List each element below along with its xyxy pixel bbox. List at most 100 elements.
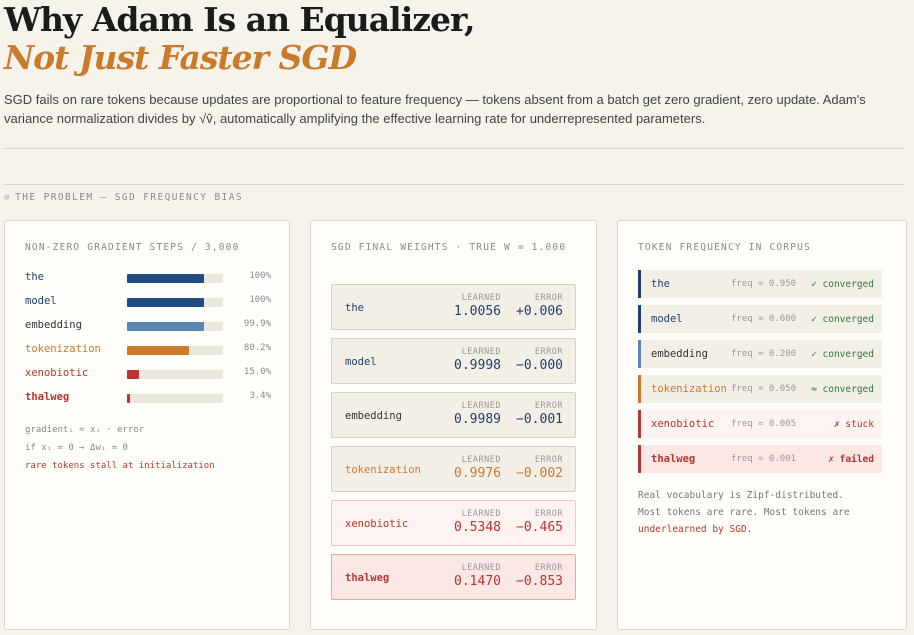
bar-percent: 100% — [249, 295, 271, 305]
frequency-value: freq = 0.200 — [731, 349, 797, 359]
frequency-row: xenobiotic freq = 0.005 ✗ stuck — [638, 410, 882, 438]
status-badge: ≈ converged — [811, 384, 874, 395]
bar-label: xenobiotic — [25, 367, 89, 379]
error-label: ERROR — [534, 509, 563, 519]
error-column: ERROR −0.853 — [516, 563, 563, 589]
frequency-row: the freq = 0.950 ✓ converged — [638, 270, 882, 298]
learned-column: LEARNED 0.9989 — [454, 401, 501, 427]
formula-line: gradientᵢ = xᵢ · error — [25, 425, 145, 435]
status-badge: ✗ failed — [828, 454, 874, 465]
learned-column: LEARNED 0.9976 — [454, 455, 501, 481]
bar-fill — [127, 346, 189, 355]
error-label: ERROR — [534, 563, 563, 573]
learned-value: 0.9976 — [454, 466, 501, 481]
gradient-formula: gradientᵢ = xᵢ · error if xᵢ = 0 → Δwᵢ =… — [25, 421, 215, 475]
token-name: the — [651, 278, 670, 290]
token-name: model — [345, 356, 377, 368]
error-column: ERROR −0.002 — [516, 455, 563, 481]
error-value: −0.001 — [516, 412, 563, 427]
note-warning: underlearned by SGD. — [638, 524, 753, 535]
weight-box: model LEARNED 0.9998 ERROR −0.000 — [331, 338, 576, 384]
card-title: TOKEN FREQUENCY IN CORPUS — [638, 242, 811, 253]
bar-track — [127, 394, 223, 403]
token-name: the — [345, 302, 364, 314]
error-column: ERROR −0.000 — [516, 347, 563, 373]
sgd-weights-card: SGD FINAL WEIGHTS · TRUE W = 1.000 the L… — [310, 220, 597, 630]
weight-box: the LEARNED 1.0056 ERROR +0.006 — [331, 284, 576, 330]
status-badge: ✓ converged — [811, 349, 874, 360]
bar-percent: 80.2% — [243, 343, 271, 353]
bar-row: tokenization 80.2% — [25, 343, 275, 359]
bar-percent: 99.9% — [243, 319, 271, 329]
note-line: Real vocabulary is Zipf-distributed. — [638, 490, 844, 501]
error-column: ERROR +0.006 — [516, 293, 563, 319]
error-value: −0.000 — [516, 358, 563, 373]
error-label: ERROR — [534, 347, 563, 357]
error-label: ERROR — [534, 401, 563, 411]
bar-track — [127, 298, 223, 307]
bar-row: thalweg 3.4% — [25, 391, 275, 407]
bar-row: model 100% — [25, 295, 275, 311]
frequency-row: thalweg freq = 0.001 ✗ failed — [638, 445, 882, 473]
learned-value: 1.0056 — [454, 304, 501, 319]
page-title-line2: Not Just Faster SGD — [4, 38, 357, 77]
learned-label: LEARNED — [461, 563, 501, 573]
frequency-value: freq = 0.050 — [731, 384, 797, 394]
card-title: NON-ZERO GRADIENT STEPS / 3,000 — [25, 242, 240, 253]
token-name: thalweg — [345, 572, 390, 584]
learned-value: 0.9998 — [454, 358, 501, 373]
bar-row: xenobiotic 15.0% — [25, 367, 275, 383]
bar-track — [127, 346, 223, 355]
bar-label: the — [25, 271, 44, 283]
frequency-row: embedding freq = 0.200 ✓ converged — [638, 340, 882, 368]
error-value: +0.006 — [516, 304, 563, 319]
learned-column: LEARNED 0.9998 — [454, 347, 501, 373]
gradient-steps-card: NON-ZERO GRADIENT STEPS / 3,000 the 100%… — [4, 220, 290, 630]
bar-fill — [127, 322, 204, 331]
error-label: ERROR — [534, 293, 563, 303]
token-name: xenobiotic — [651, 418, 715, 430]
token-name: xenobiotic — [345, 518, 409, 530]
bar-track — [127, 370, 223, 379]
bar-row: the 100% — [25, 271, 275, 287]
weight-box: embedding LEARNED 0.9989 ERROR −0.001 — [331, 392, 576, 438]
token-frequency-card: TOKEN FREQUENCY IN CORPUS the freq = 0.9… — [617, 220, 907, 630]
bar-percent: 3.4% — [249, 391, 271, 401]
card-title: SGD FINAL WEIGHTS · TRUE W = 1.000 — [331, 242, 567, 253]
divider — [4, 148, 904, 149]
error-value: −0.853 — [516, 574, 563, 589]
section-label-text: THE PROBLEM — SGD FREQUENCY BIAS — [15, 192, 243, 203]
learned-column: LEARNED 0.1470 — [454, 563, 501, 589]
frequency-value: freq = 0.001 — [731, 454, 797, 464]
status-badge: ✗ stuck — [833, 419, 874, 430]
learned-value: 0.1470 — [454, 574, 501, 589]
bar-fill — [127, 298, 204, 307]
bar-fill — [127, 394, 130, 403]
learned-label: LEARNED — [461, 293, 501, 303]
bar-label: model — [25, 295, 57, 307]
token-name: tokenization — [651, 383, 727, 395]
learned-value: 0.9989 — [454, 412, 501, 427]
learned-label: LEARNED — [461, 455, 501, 465]
frequency-value: freq = 0.950 — [731, 279, 797, 289]
bar-label: embedding — [25, 319, 82, 331]
frequency-value: freq = 0.005 — [731, 419, 797, 429]
error-value: −0.002 — [516, 466, 563, 481]
bar-label: thalweg — [25, 391, 70, 403]
token-name: embedding — [651, 348, 708, 360]
formula-warning: rare tokens stall at initialization — [25, 461, 215, 471]
bar-percent: 100% — [249, 271, 271, 281]
token-name: embedding — [345, 410, 402, 422]
bar-track — [127, 322, 223, 331]
bar-row: embedding 99.9% — [25, 319, 275, 335]
token-name: thalweg — [651, 453, 696, 465]
formula-line: if xᵢ = 0 → Δwᵢ = 0 — [25, 443, 128, 453]
note-line: Most tokens are rare. Most tokens are — [638, 507, 850, 518]
learned-label: LEARNED — [461, 509, 501, 519]
weight-box: tokenization LEARNED 0.9976 ERROR −0.002 — [331, 446, 576, 492]
learned-value: 0.5348 — [454, 520, 501, 535]
bar-label: tokenization — [25, 343, 101, 355]
error-column: ERROR −0.465 — [516, 509, 563, 535]
page-title-line1: Why Adam Is an Equalizer, — [4, 0, 475, 39]
section-marker-icon: ⊕ — [4, 192, 12, 203]
